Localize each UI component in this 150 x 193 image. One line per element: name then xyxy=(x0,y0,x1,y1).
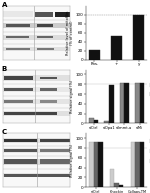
Y-axis label: Relative signal (%): Relative signal (%) xyxy=(70,80,74,113)
Bar xyxy=(6,24,30,27)
Bar xyxy=(140,83,144,124)
Bar xyxy=(89,118,94,124)
Bar xyxy=(40,139,70,142)
Bar xyxy=(3,111,70,116)
Bar xyxy=(94,120,98,124)
Bar xyxy=(110,168,114,187)
Bar xyxy=(6,36,28,38)
Bar xyxy=(124,83,129,124)
Bar xyxy=(35,12,53,17)
Bar xyxy=(120,83,124,124)
Bar xyxy=(135,83,140,124)
Bar xyxy=(4,159,37,164)
Y-axis label: Relative signal (%): Relative signal (%) xyxy=(70,144,74,177)
Bar xyxy=(6,48,30,50)
Bar xyxy=(98,142,103,187)
Bar xyxy=(89,142,94,187)
Bar xyxy=(135,142,140,187)
Bar xyxy=(3,75,70,81)
Bar xyxy=(89,50,100,60)
Bar xyxy=(3,23,70,28)
Bar xyxy=(55,12,70,17)
Bar xyxy=(3,138,70,143)
Bar xyxy=(3,47,70,51)
Bar xyxy=(4,76,33,80)
Bar xyxy=(3,87,70,92)
Bar xyxy=(3,35,70,40)
Bar xyxy=(4,88,33,91)
Bar xyxy=(37,24,53,27)
Bar xyxy=(37,36,53,38)
Bar xyxy=(4,100,33,103)
Bar xyxy=(40,88,57,91)
Bar xyxy=(94,142,98,187)
Bar xyxy=(140,142,144,187)
Bar xyxy=(133,15,144,60)
Bar xyxy=(114,183,119,187)
Bar xyxy=(109,85,114,124)
Bar xyxy=(3,159,70,165)
Bar xyxy=(37,48,54,50)
Text: A: A xyxy=(2,2,7,8)
Text: B: B xyxy=(2,66,7,72)
Bar xyxy=(3,99,70,104)
Bar xyxy=(40,159,70,164)
Text: C: C xyxy=(2,130,7,135)
Bar xyxy=(4,174,70,177)
Bar xyxy=(3,173,70,178)
Bar xyxy=(40,149,70,152)
Bar xyxy=(104,121,109,124)
Bar xyxy=(119,185,123,187)
Bar xyxy=(111,36,122,60)
Bar xyxy=(4,112,57,115)
Bar xyxy=(40,77,57,80)
Bar xyxy=(4,139,37,142)
Bar xyxy=(130,142,135,187)
Bar xyxy=(40,100,57,103)
Y-axis label: Relative level of mitofilin
(% of control): Relative level of mitofilin (% of contro… xyxy=(66,11,74,55)
Bar xyxy=(4,149,37,152)
Bar xyxy=(3,11,33,17)
Bar xyxy=(3,148,70,153)
